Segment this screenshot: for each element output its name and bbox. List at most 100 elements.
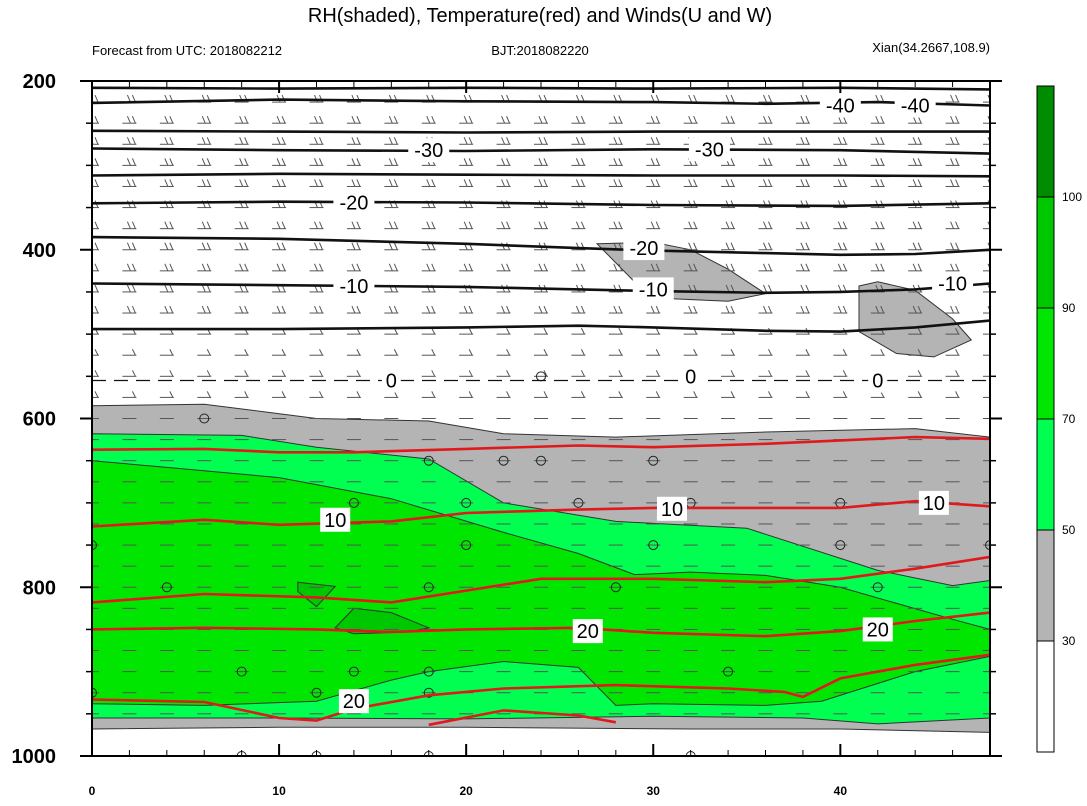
wind-barb-flag — [837, 263, 842, 272]
wind-barb-flag — [131, 158, 136, 166]
wind-barb-flag — [431, 179, 436, 187]
wind-barb-flag — [543, 348, 548, 356]
wind-barb-flag — [281, 158, 286, 166]
wind-barb-flag — [431, 305, 436, 314]
wind-barb-flag — [126, 284, 131, 293]
wind-barb-flag — [950, 158, 955, 166]
wind-barb-flag — [950, 115, 955, 124]
calm-wind-circle — [423, 666, 434, 677]
colorbar-swatch — [1036, 640, 1055, 753]
wind-barb-flag — [543, 137, 548, 145]
wind-barb-flag — [613, 115, 618, 124]
wind-barb-flag — [131, 137, 136, 145]
wind-barb-flag — [201, 242, 206, 250]
isotherm-red — [92, 435, 990, 454]
wind-barb-flag — [768, 115, 772, 124]
wind-barb-flag — [655, 348, 660, 356]
wind-barb-flag — [319, 391, 323, 398]
y-tick-label: 600 — [23, 409, 56, 431]
isotherm-red — [92, 555, 990, 604]
wind-barb-flag — [880, 115, 885, 124]
wind-barb-flag — [468, 263, 473, 272]
wind-barb-flag — [356, 348, 361, 356]
calm-wind-circle — [311, 687, 322, 698]
wind-barb-flag — [875, 263, 880, 272]
wind-barb-flag — [543, 327, 548, 335]
wind-barb-flag — [655, 158, 660, 166]
isotherm-black — [92, 98, 990, 107]
contour-label: 0 — [872, 371, 883, 393]
wind-barb-flag — [618, 370, 623, 377]
contour-label-box — [623, 236, 665, 261]
wind-barb-flag — [201, 115, 206, 124]
wind-barb-flag — [164, 179, 169, 187]
contour-label-box — [333, 274, 375, 299]
wind-barb-flag — [131, 305, 136, 314]
wind-barb-flag — [126, 137, 131, 145]
wind-barb-flag — [880, 137, 885, 145]
wind-barb-flag — [993, 349, 996, 355]
wind-barb-flag — [314, 242, 318, 250]
wind-barb-flag — [800, 263, 805, 272]
wind-barb-flag — [993, 179, 996, 186]
plot-area: -40 -40 -30 -30 -20 -20 -10 -10 -10 0 0 0 10 10 10 20 20… — [92, 86, 996, 756]
wind-barb-flag — [805, 179, 810, 187]
wind-barb-flag — [388, 221, 393, 229]
wind-barb-flag — [693, 348, 698, 356]
contour-label-box — [894, 93, 936, 118]
wind-barb-flag — [763, 158, 767, 166]
wind-barb-flag — [126, 115, 131, 124]
wind-barb-flag — [950, 221, 955, 229]
wind-barb-flag — [837, 158, 842, 166]
wind-barb-flag — [169, 348, 174, 356]
wind-barb-flag — [955, 327, 960, 335]
wind-barb-flag — [468, 370, 473, 377]
wind-barb-flag — [763, 221, 767, 229]
wind-barb-flag — [613, 137, 618, 145]
wind-barb-flag — [613, 179, 618, 187]
wind-barb-flag — [842, 370, 847, 377]
wind-barb-flag — [805, 284, 810, 293]
rh-region — [297, 581, 337, 608]
wind-barb-flag — [426, 179, 431, 187]
wind-barb-flag — [917, 391, 922, 398]
wind-barb-flag — [842, 158, 847, 166]
wind-barb-flag — [319, 158, 323, 166]
wind-barb-flag — [393, 305, 398, 314]
wind-barb-flag — [351, 221, 356, 229]
wind-barb-flag — [763, 263, 767, 272]
wind-barb-flag — [730, 94, 735, 103]
wind-barb-flag — [206, 284, 211, 293]
wind-barb-flag — [356, 158, 361, 166]
wind-barb-flag — [768, 370, 772, 377]
isotherm-black — [92, 129, 990, 134]
wind-barb-flag — [281, 263, 286, 272]
wind-barb-flag — [426, 115, 431, 124]
wind-barb-flag — [463, 115, 468, 124]
wind-barb-flag — [206, 391, 211, 398]
colorbar: 30 50 70 90 100 — [1036, 85, 1082, 753]
wind-barb-flag — [875, 158, 880, 166]
chart-title: RH(shaded), Temperature(red) and Winds(U… — [308, 5, 772, 27]
wind-barb-flag — [169, 391, 174, 398]
wind-barb-flag — [164, 284, 169, 293]
wind-barb-flag — [805, 221, 810, 229]
wind-barb-flag — [693, 179, 698, 187]
wind-barb-flag — [580, 391, 585, 398]
wind-barb-flag — [314, 305, 318, 314]
wind-barb-flag — [618, 179, 623, 187]
x-tick-label: 0 — [89, 784, 96, 798]
wind-barb-flag — [393, 158, 398, 166]
wind-barb-flag — [917, 327, 922, 335]
wind-barb-flag — [955, 115, 960, 124]
contour-label: 20 — [343, 691, 365, 713]
calm-wind-circle — [648, 540, 659, 551]
wind-barb-flag — [613, 221, 618, 229]
wind-barb-flag — [955, 221, 960, 229]
wind-barb-flag — [950, 94, 955, 103]
wind-barb-flag — [618, 391, 623, 398]
wind-barb-flag — [94, 284, 99, 293]
wind-barb-flag — [875, 137, 880, 145]
wind-barb-flag — [431, 391, 436, 398]
wind-barb-flag — [805, 348, 810, 356]
